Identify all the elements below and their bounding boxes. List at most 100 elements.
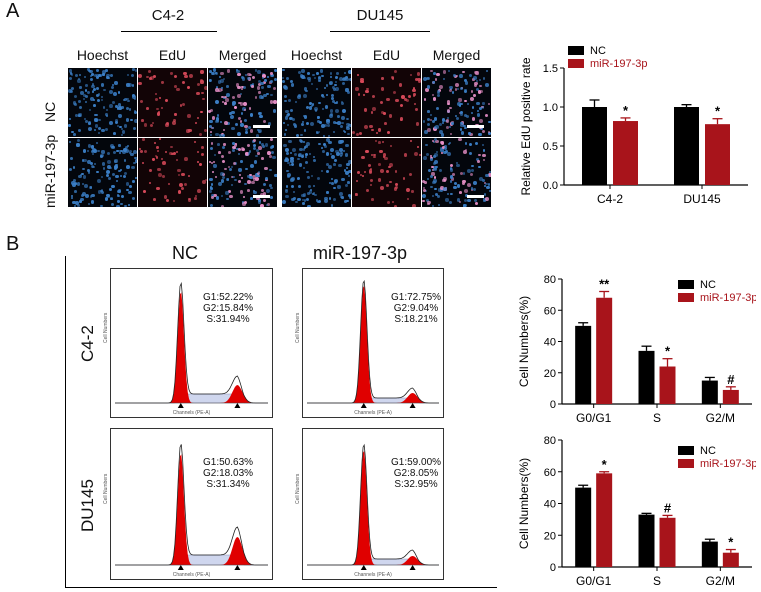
row-label-nc: NC	[42, 101, 58, 122]
significance-mark: *	[715, 104, 721, 119]
y-tick-label: 80	[544, 435, 556, 447]
micrograph-merged	[422, 68, 491, 137]
y-tick-label: 20	[544, 530, 556, 542]
histo-g2-peak	[115, 537, 268, 565]
x-axis-label: Channels (PE-A)	[354, 572, 392, 578]
legend-swatch	[678, 446, 694, 455]
histo-row-c42: C4-2	[78, 325, 97, 362]
significance-mark: *	[602, 457, 608, 472]
y-axis-label: Cell Numbers	[103, 473, 109, 504]
group-label-du145: DU145	[356, 7, 404, 24]
micrograph-hoechst	[282, 68, 351, 137]
channel-label-hoechst-2: Hoechst	[290, 47, 343, 63]
bar-nc	[582, 107, 607, 185]
y-tick-label: 20	[544, 368, 556, 380]
x-axis-label: Channels (PE-A)	[354, 410, 392, 416]
x-tick-label: G0/G1	[576, 574, 612, 588]
scale-bar	[253, 125, 270, 128]
peak-marker	[409, 403, 416, 408]
x-tick-label: G2/M	[706, 574, 735, 588]
significance-mark: *	[728, 535, 734, 550]
legend-label: NC	[700, 445, 716, 457]
bar-treat	[596, 473, 613, 567]
micrograph-edu	[138, 68, 207, 137]
legend-swatch	[678, 280, 694, 289]
y-tick-label: 80	[544, 274, 556, 286]
stat-g2: G2:18.03%	[203, 468, 254, 479]
significance-mark: *	[665, 344, 671, 359]
legend-swatch	[568, 46, 584, 55]
legend-label: miR-197-3p	[590, 58, 647, 70]
legend-label: miR-197-3p	[700, 292, 756, 304]
panel-letter-b: B	[6, 233, 20, 255]
y-tick-label: 60	[544, 305, 556, 317]
peak-marker	[234, 403, 241, 408]
stat-g1: G1:52.22%	[203, 292, 254, 303]
bar-nc	[575, 487, 592, 567]
micrograph-edu	[138, 138, 207, 207]
x-tick-label: C4-2	[597, 192, 623, 206]
y-tick-label: 40	[544, 337, 556, 349]
micrograph-hoechst	[68, 138, 137, 207]
y-axis-label: Cell Numbers	[103, 312, 109, 343]
bar-nc	[701, 541, 718, 567]
legend-label: NC	[700, 279, 716, 291]
bar-treat	[722, 552, 739, 567]
x-tick-label: DU145	[683, 192, 721, 206]
stat-s: S:32.95%	[394, 479, 438, 490]
significance-mark: #	[664, 500, 672, 515]
stat-s: S:18.21%	[394, 314, 438, 325]
x-axis-label: Channels (PE-A)	[172, 572, 211, 578]
edu-rate-chart: 0.0 0.5 1.0 1.5 Relative EdU positive rate * C…	[519, 45, 748, 206]
bar-treat	[659, 517, 676, 567]
cell-cycle-chart-du145: 0 20 40 60 80 Cell Numbers(%) * G0/G1 # S * G2/M NCm…	[518, 435, 756, 588]
peak-marker	[234, 565, 241, 570]
histo-row-du145: DU145	[78, 479, 97, 532]
channel-label-merged-1: Merged	[218, 47, 267, 63]
y-axis-label: Cell Numbers(%)	[518, 296, 531, 387]
histo-g2-peak	[307, 556, 439, 565]
channel-label-hoechst-1: Hoechst	[76, 47, 129, 63]
peak-marker	[360, 565, 367, 570]
y-axis-label: Cell Numbers	[295, 312, 301, 343]
histo-g2-peak	[115, 385, 268, 403]
peak-marker	[177, 403, 184, 408]
y-tick-label: 40	[544, 499, 556, 511]
panel-letter-a: A	[6, 0, 20, 22]
significance-mark: **	[599, 277, 610, 292]
scale-bar	[253, 195, 270, 198]
histogram-c42-nc: G1:52.22% G2:15.84% S:31.94% Channels (P…	[103, 268, 273, 418]
histogram-stats: G1:50.63% G2:18.03% S:31.34%	[203, 457, 253, 490]
micrograph-hoechst	[282, 138, 351, 207]
y-tick-label: 0	[550, 399, 556, 411]
bar-treat	[613, 121, 638, 185]
stat-g1: G1:50.63%	[203, 457, 254, 468]
micrograph-edu	[352, 138, 421, 207]
y-axis-label: Cell Numbers	[295, 473, 301, 504]
bar-nc	[674, 107, 699, 185]
scale-bar	[467, 125, 484, 128]
stat-s: S:31.34%	[206, 479, 250, 490]
y-tick-label: 1.5	[543, 63, 558, 75]
x-axis-label: Channels (PE-A)	[172, 410, 211, 416]
histo-column-nc: NC	[172, 243, 198, 263]
x-tick-label: S	[653, 411, 661, 425]
bar-nc	[701, 380, 718, 404]
stat-g2: G2:15.84%	[203, 303, 254, 314]
micrograph-hoechst	[68, 68, 137, 137]
micrograph-merged	[208, 68, 277, 137]
group-label-c42: C4-2	[151, 7, 185, 24]
histogram-stats: G1:59.00% G2:8.05% S:32.95%	[391, 457, 441, 490]
bar-treat	[705, 124, 730, 185]
x-tick-label: G2/M	[706, 411, 735, 425]
y-tick-label: 0.0	[543, 180, 558, 192]
channel-label-edu-2: EdU	[372, 47, 401, 63]
peak-marker	[177, 565, 184, 570]
y-axis-label: Relative EdU positive rate	[519, 57, 533, 195]
histogram-stats: G1:52.22% G2:15.84% S:31.94%	[203, 292, 253, 325]
histo-g2-peak	[307, 393, 439, 403]
legend-swatch	[568, 59, 584, 68]
panel-b-left-rule	[65, 256, 66, 588]
histogram-stats: G1:72.75% G2:9.04% S:18.21%	[391, 292, 441, 325]
y-axis-label: Cell Numbers(%)	[518, 458, 531, 549]
